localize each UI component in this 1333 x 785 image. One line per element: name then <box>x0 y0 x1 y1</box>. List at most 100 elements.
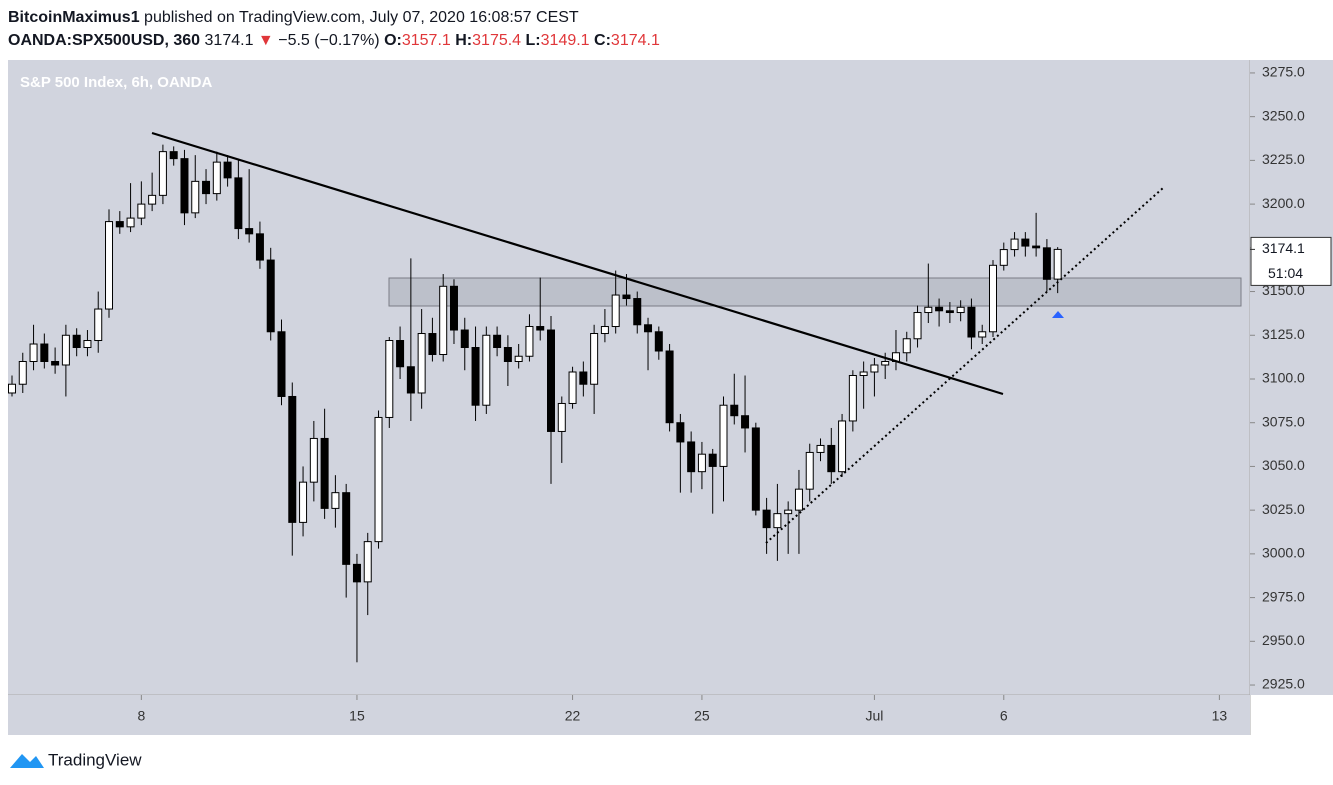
candle-body <box>784 509 793 515</box>
o-value: 3157.1 <box>401 32 451 49</box>
candle-body <box>579 371 588 385</box>
candle-body <box>18 360 27 385</box>
y-tick-label: 2925.0 <box>1262 676 1305 692</box>
last-price-box <box>1250 236 1332 286</box>
candle-body <box>1021 238 1030 247</box>
candle-body <box>600 326 609 335</box>
candle-body <box>622 294 631 300</box>
candle-body <box>999 249 1008 266</box>
ascending-trendline <box>765 187 1164 544</box>
candle-body <box>169 151 178 160</box>
y-tick-label: 3075.0 <box>1262 413 1305 429</box>
y-tick-label: 2975.0 <box>1262 588 1305 604</box>
candle-body <box>525 326 534 357</box>
candle-body <box>234 177 243 230</box>
descending-trendline <box>151 131 1004 396</box>
x-tick-label: 22 <box>565 708 581 724</box>
candle-body <box>158 151 167 196</box>
candle-body <box>902 338 911 354</box>
candle-body <box>633 298 642 326</box>
candle-body <box>245 228 254 235</box>
candle-body <box>417 333 426 394</box>
candle-body <box>665 350 674 424</box>
y-tick-label: 3025.0 <box>1262 501 1305 517</box>
last-price-label: 3174.1 <box>1262 240 1305 256</box>
candle-body <box>590 333 599 385</box>
candle-body <box>352 563 361 583</box>
quote-line: OANDA:SPX500USD, 360 3174.1 ▼ −5.5 (−0.1… <box>8 29 660 52</box>
symbol: OANDA:SPX500USD, 360 <box>8 32 201 49</box>
candle-body <box>1042 247 1051 280</box>
brand: TradingView <box>48 750 142 769</box>
candle-body <box>913 312 922 340</box>
candle-body <box>83 340 92 349</box>
arrow: ▼ <box>257 32 274 49</box>
candle-body <box>978 331 987 338</box>
candle-body <box>396 340 405 368</box>
marker-triangle <box>1052 311 1064 318</box>
candle-body <box>805 451 814 490</box>
o-label: O: <box>384 32 402 49</box>
c-value: 3174.1 <box>610 32 660 49</box>
candle-body <box>266 259 275 333</box>
candle-body <box>482 334 491 406</box>
resistance-zone <box>388 277 1242 307</box>
candle-body <box>1010 238 1019 251</box>
x-tick-label: Jul <box>865 708 883 724</box>
candle-body <box>536 326 545 331</box>
candle-body <box>611 294 620 328</box>
x-tick-label: 6 <box>1000 708 1008 724</box>
candle-body <box>967 306 976 338</box>
candle-body <box>126 217 135 228</box>
candle-body <box>514 355 523 362</box>
x-tick-label: 25 <box>694 708 710 724</box>
candle-body <box>342 492 351 565</box>
h-label: H: <box>455 32 473 49</box>
candle-body <box>137 203 146 219</box>
candle-body <box>29 343 38 362</box>
candle-body <box>827 444 836 473</box>
candle-body <box>503 347 512 362</box>
candle-body <box>406 366 415 394</box>
price-axis <box>1250 60 1333 695</box>
y-tick-label: 3125.0 <box>1262 326 1305 342</box>
candle-body <box>848 374 857 422</box>
candle-body <box>288 395 297 523</box>
candle-body <box>428 333 437 356</box>
candle-body <box>708 453 717 467</box>
change: −5.5 (−0.17%) <box>278 32 380 49</box>
candle-body <box>180 158 189 214</box>
publish-line: BitcoinMaximus1 published on TradingView… <box>8 6 660 29</box>
candle-body <box>299 481 308 523</box>
candle-body <box>331 492 340 509</box>
candle-body <box>988 264 997 333</box>
candle-body <box>51 360 60 366</box>
published: published on TradingView.com, July 07, 2… <box>144 9 579 26</box>
candle-body <box>762 509 771 529</box>
candle-body <box>956 306 965 314</box>
candle-body <box>557 402 566 432</box>
candle-body <box>568 371 577 404</box>
candle-body <box>320 437 329 509</box>
candle-body <box>460 329 469 349</box>
candle-body <box>94 308 103 342</box>
plot-area <box>8 60 1250 695</box>
l-value: 3149.1 <box>540 32 590 49</box>
candle-body <box>794 488 803 511</box>
candle-body <box>935 306 944 312</box>
candle-body <box>202 180 211 195</box>
candle-body <box>72 334 81 349</box>
candle-body <box>385 340 394 418</box>
candle-body <box>676 422 685 443</box>
candle-body <box>191 180 200 214</box>
countdown: 51:04 <box>1268 265 1303 281</box>
candle-body <box>654 331 663 352</box>
candle-body <box>309 437 318 483</box>
author: BitcoinMaximus1 <box>8 9 140 26</box>
candle-body <box>277 331 286 397</box>
y-tick-label: 3200.0 <box>1262 195 1305 211</box>
candle-body <box>1032 245 1041 249</box>
chart-title: S&P 500 Index, 6h, OANDA <box>20 74 212 91</box>
y-tick-label: 3000.0 <box>1262 545 1305 561</box>
